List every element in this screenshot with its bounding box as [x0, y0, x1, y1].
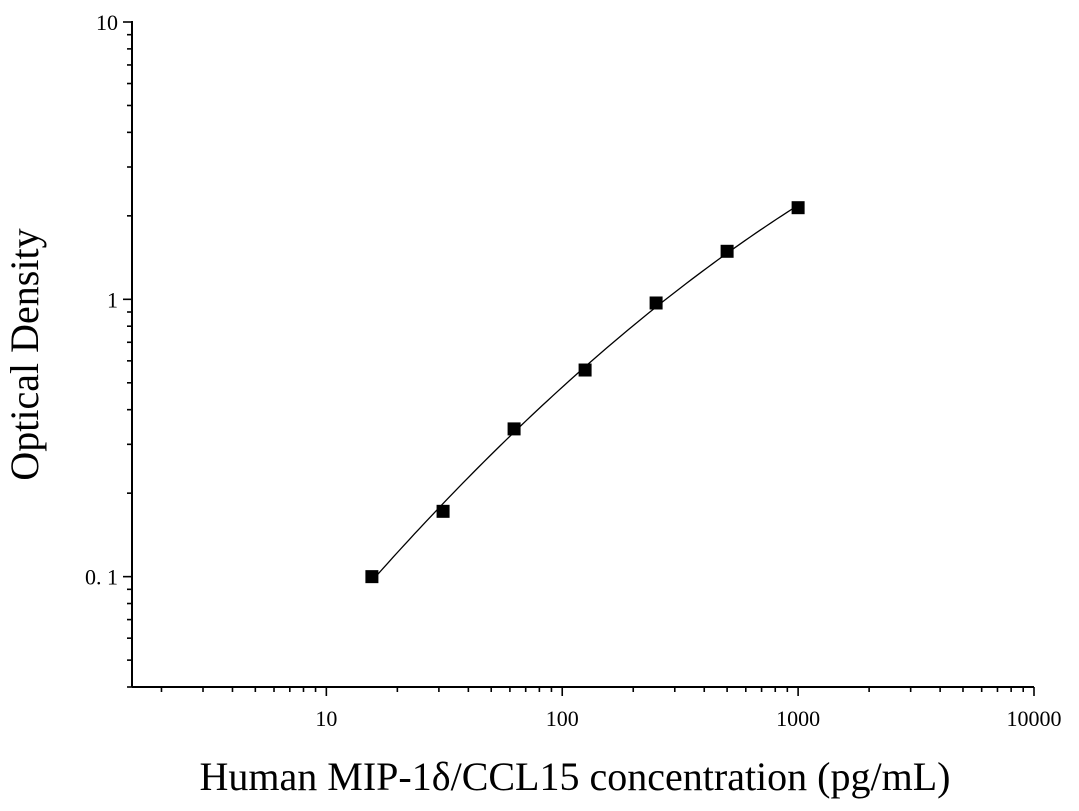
- y-tick-label: 1: [107, 287, 118, 312]
- y-tick-label: 10: [96, 10, 118, 35]
- data-point: [578, 363, 592, 377]
- axes: [131, 21, 1034, 688]
- data-point: [720, 244, 734, 258]
- data-point: [507, 422, 521, 436]
- data-point: [791, 201, 805, 215]
- x-tick-label: 10: [315, 706, 337, 731]
- y-axis-title: Optical Density: [2, 228, 47, 480]
- data-point: [649, 296, 663, 310]
- x-tick-label: 10000: [1007, 706, 1062, 731]
- data-points: [365, 201, 805, 584]
- axis-ticks: [123, 21, 1035, 696]
- fitted-curve: [371, 204, 799, 582]
- x-axis-title: Human MIP-1δ/CCL15 concentration (pg/mL): [200, 754, 951, 799]
- tick-labels: 10 100 1000 10000 0. 1 1 10: [85, 10, 1062, 731]
- data-point: [436, 504, 450, 518]
- x-tick-label: 1000: [776, 706, 820, 731]
- x-tick-label: 100: [546, 706, 579, 731]
- y-tick-label: 0. 1: [85, 565, 118, 590]
- data-point: [365, 570, 379, 584]
